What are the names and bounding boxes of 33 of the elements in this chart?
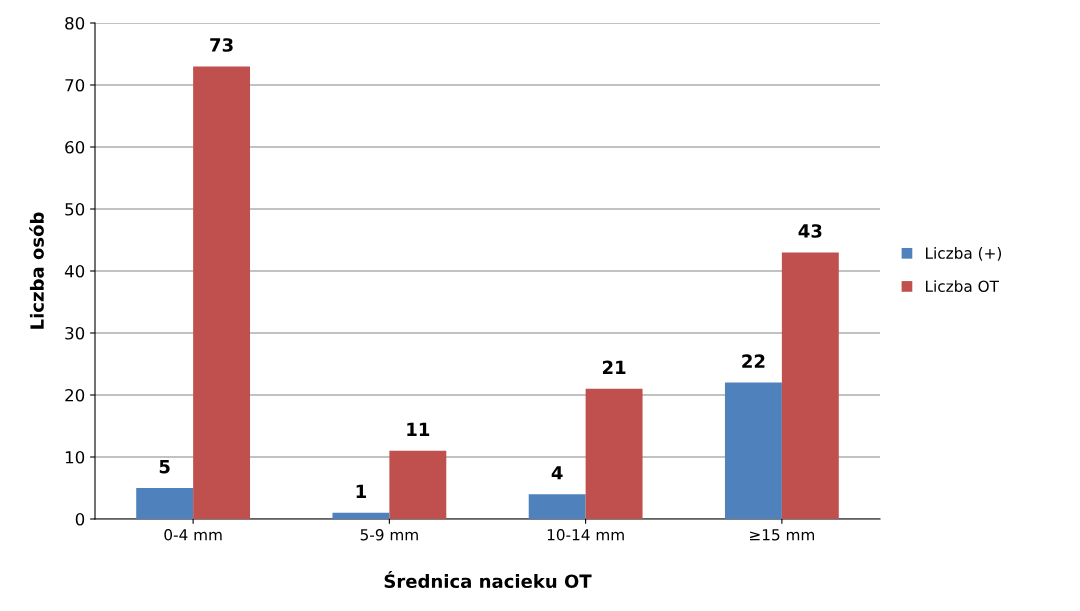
bar xyxy=(389,450,447,519)
data-label: 43 xyxy=(798,224,822,238)
data-label: 11 xyxy=(407,422,430,436)
bar xyxy=(724,382,782,519)
data-label: 73 xyxy=(210,38,233,52)
bar xyxy=(528,494,586,519)
data-label: 21 xyxy=(602,360,626,374)
y-tick-label: 80 xyxy=(65,16,85,30)
bar xyxy=(193,66,251,519)
data-label: 5 xyxy=(159,459,170,474)
y-tick-label: 50 xyxy=(65,202,85,216)
y-tick-label: 60 xyxy=(65,140,85,154)
bar xyxy=(332,512,390,519)
data-label: 22 xyxy=(742,354,765,368)
y-tick-label: 70 xyxy=(65,78,85,92)
y-axis-title: Liczba osób xyxy=(29,212,44,329)
x-tick-label: ≥15 mm xyxy=(750,529,815,541)
bar xyxy=(136,488,194,519)
bar xyxy=(781,252,839,519)
y-tick-label: 20 xyxy=(65,388,85,402)
legend-label: Liczba (+) xyxy=(926,247,1002,261)
data-label: 4 xyxy=(551,466,563,480)
y-tick-label: 0 xyxy=(75,512,85,526)
y-tick-label: 10 xyxy=(65,450,85,464)
data-label: 1 xyxy=(356,484,366,498)
bar xyxy=(585,388,643,519)
legend-label: Liczba OT xyxy=(926,280,1000,292)
x-axis-title: Średnica nacieku OT xyxy=(384,571,592,589)
y-tick-label: 40 xyxy=(64,264,85,278)
x-tick-label: 10-14 mm xyxy=(547,528,624,541)
x-tick-label: 0-4 mm xyxy=(164,528,222,541)
x-tick-label: 5-9 mm xyxy=(360,528,418,541)
y-tick-label: 30 xyxy=(65,326,85,340)
